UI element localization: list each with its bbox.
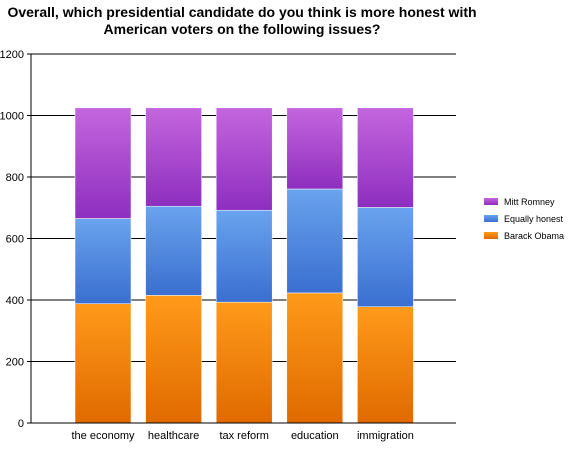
y-tick-label: 800 <box>6 172 24 184</box>
bar-education-mitt-romney <box>286 107 344 190</box>
bar-tax-reform-mitt-romney <box>215 107 273 211</box>
x-tick-label: education <box>291 430 339 442</box>
bar-immigration-barack-obama <box>357 306 414 424</box>
y-tick-label: 600 <box>6 234 24 246</box>
x-tick-label: immigration <box>357 430 414 442</box>
chart-title-line-2: American voters on the following issues? <box>103 21 381 37</box>
x-tick-label: tax reform <box>219 430 269 442</box>
bar-tax-reform-barack-obama <box>215 301 273 424</box>
bar-education-barack-obama <box>286 292 344 424</box>
legend-swatch-mitt-romney <box>484 198 498 205</box>
bar-education-equally-honest <box>286 188 344 294</box>
bar-healthcare-mitt-romney <box>145 107 202 207</box>
chart-title-line-1: Overall, which presidential candidate do… <box>7 4 477 20</box>
legend-label-barack-obama: Barack Obama <box>504 231 564 241</box>
bar-immigration-equally-honest <box>357 207 414 308</box>
y-tick-label: 1200 <box>0 49 24 61</box>
y-tick-label: 200 <box>6 357 24 369</box>
bar-immigration-mitt-romney <box>357 107 414 208</box>
bar-the-economy-barack-obama <box>74 303 132 424</box>
x-tick-label: the economy <box>72 430 135 442</box>
y-tick-label: 0 <box>18 418 24 430</box>
chart-title: Overall, which presidential candidate do… <box>0 4 484 38</box>
legend: Mitt Romney Equally honest Barack Obama <box>484 197 564 241</box>
legend-label-mitt-romney: Mitt Romney <box>504 197 555 207</box>
bar-the-economy-equally-honest <box>74 218 132 304</box>
y-tick-label: 400 <box>6 295 24 307</box>
axes: 0 200 400 600 800 1000 1200 the economy healthca… <box>0 49 456 442</box>
legend-swatch-equally-honest <box>484 215 498 222</box>
legend-label-equally-honest: Equally honest <box>504 214 564 224</box>
bar-the-economy-mitt-romney <box>74 107 132 219</box>
x-tick-label: healthcare <box>148 430 199 442</box>
bars <box>74 107 414 424</box>
bar-tax-reform-equally-honest <box>215 209 273 303</box>
legend-swatch-barack-obama <box>484 232 498 239</box>
bar-healthcare-barack-obama <box>145 295 202 424</box>
y-tick-label: 1000 <box>0 111 24 123</box>
bar-healthcare-equally-honest <box>145 205 202 296</box>
